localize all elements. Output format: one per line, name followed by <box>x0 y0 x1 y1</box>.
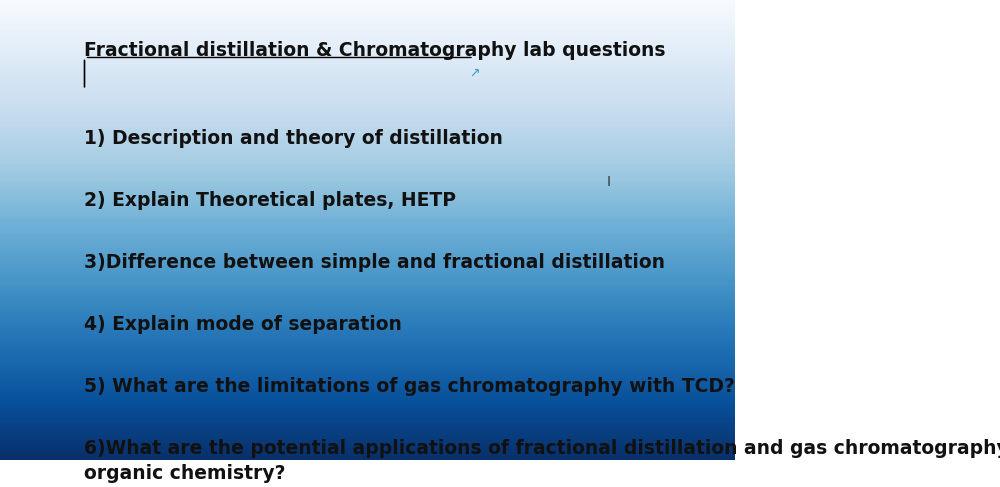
Text: 3)Difference between simple and fractional distillation: 3)Difference between simple and fraction… <box>84 253 665 272</box>
Text: 1) Description and theory of distillation: 1) Description and theory of distillatio… <box>84 129 503 148</box>
Text: Fractional distillation & Chromatography lab questions: Fractional distillation & Chromatography… <box>84 41 666 60</box>
Text: 6)What are the potential applications of fractional distillation and gas chromat: 6)What are the potential applications of… <box>84 439 1000 483</box>
Text: ↗: ↗ <box>469 67 479 80</box>
Text: 2) Explain Theoretical plates, HETP: 2) Explain Theoretical plates, HETP <box>84 191 456 210</box>
Text: 4) Explain mode of separation: 4) Explain mode of separation <box>84 315 402 334</box>
Text: 5) What are the limitations of gas chromatography with TCD?: 5) What are the limitations of gas chrom… <box>84 377 735 396</box>
Text: I: I <box>606 175 610 189</box>
